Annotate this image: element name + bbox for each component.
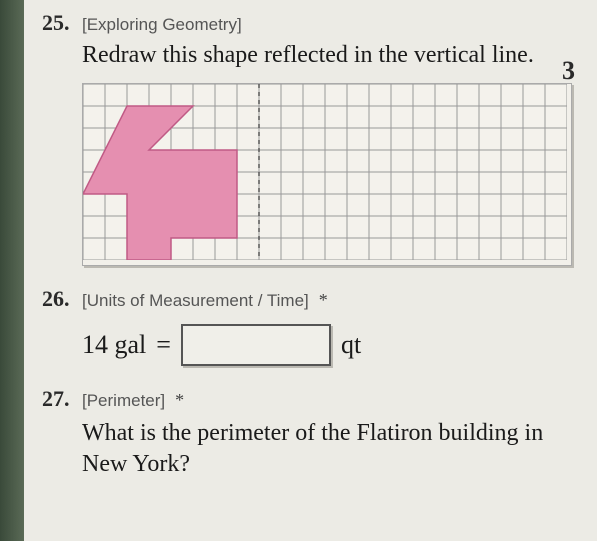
conversion-right-unit: qt: [341, 330, 361, 360]
answer-input-box[interactable]: [181, 324, 331, 366]
page-binding-edge: [0, 0, 24, 541]
problem-26: 26. [Units of Measurement / Time] * 14 g…: [42, 286, 579, 366]
unit-conversion-row: 14 gal = qt: [82, 324, 579, 366]
problem-27-prompt: What is the perimeter of the Flatiron bu…: [82, 418, 579, 480]
problem-category: [Exploring Geometry]: [82, 15, 242, 35]
problem-category: [Units of Measurement / Time]: [82, 291, 309, 311]
problem-number: 27.: [42, 386, 72, 412]
problem-26-header: 26. [Units of Measurement / Time] *: [42, 286, 579, 312]
asterisk-icon: *: [319, 290, 328, 311]
margin-number: 3: [562, 56, 575, 86]
problem-25-prompt: Redraw this shape reflected in the verti…: [82, 40, 579, 71]
page-content: 3 25. [Exploring Geometry] Redraw this s…: [24, 0, 597, 541]
problem-27-header: 27. [Perimeter] *: [42, 386, 579, 412]
problem-25: 3 25. [Exploring Geometry] Redraw this s…: [42, 10, 579, 266]
problem-number: 26.: [42, 286, 72, 312]
grid-svg: [83, 84, 567, 260]
problem-category: [Perimeter]: [82, 391, 165, 411]
conversion-left-value: 14 gal: [82, 330, 146, 360]
problem-number: 25.: [42, 10, 72, 36]
problem-27: 27. [Perimeter] * What is the perimeter …: [42, 386, 579, 480]
asterisk-icon: *: [175, 390, 184, 411]
reflection-grid: [82, 83, 572, 266]
problem-25-header: 25. [Exploring Geometry]: [42, 10, 579, 36]
equals-sign: =: [156, 330, 171, 360]
